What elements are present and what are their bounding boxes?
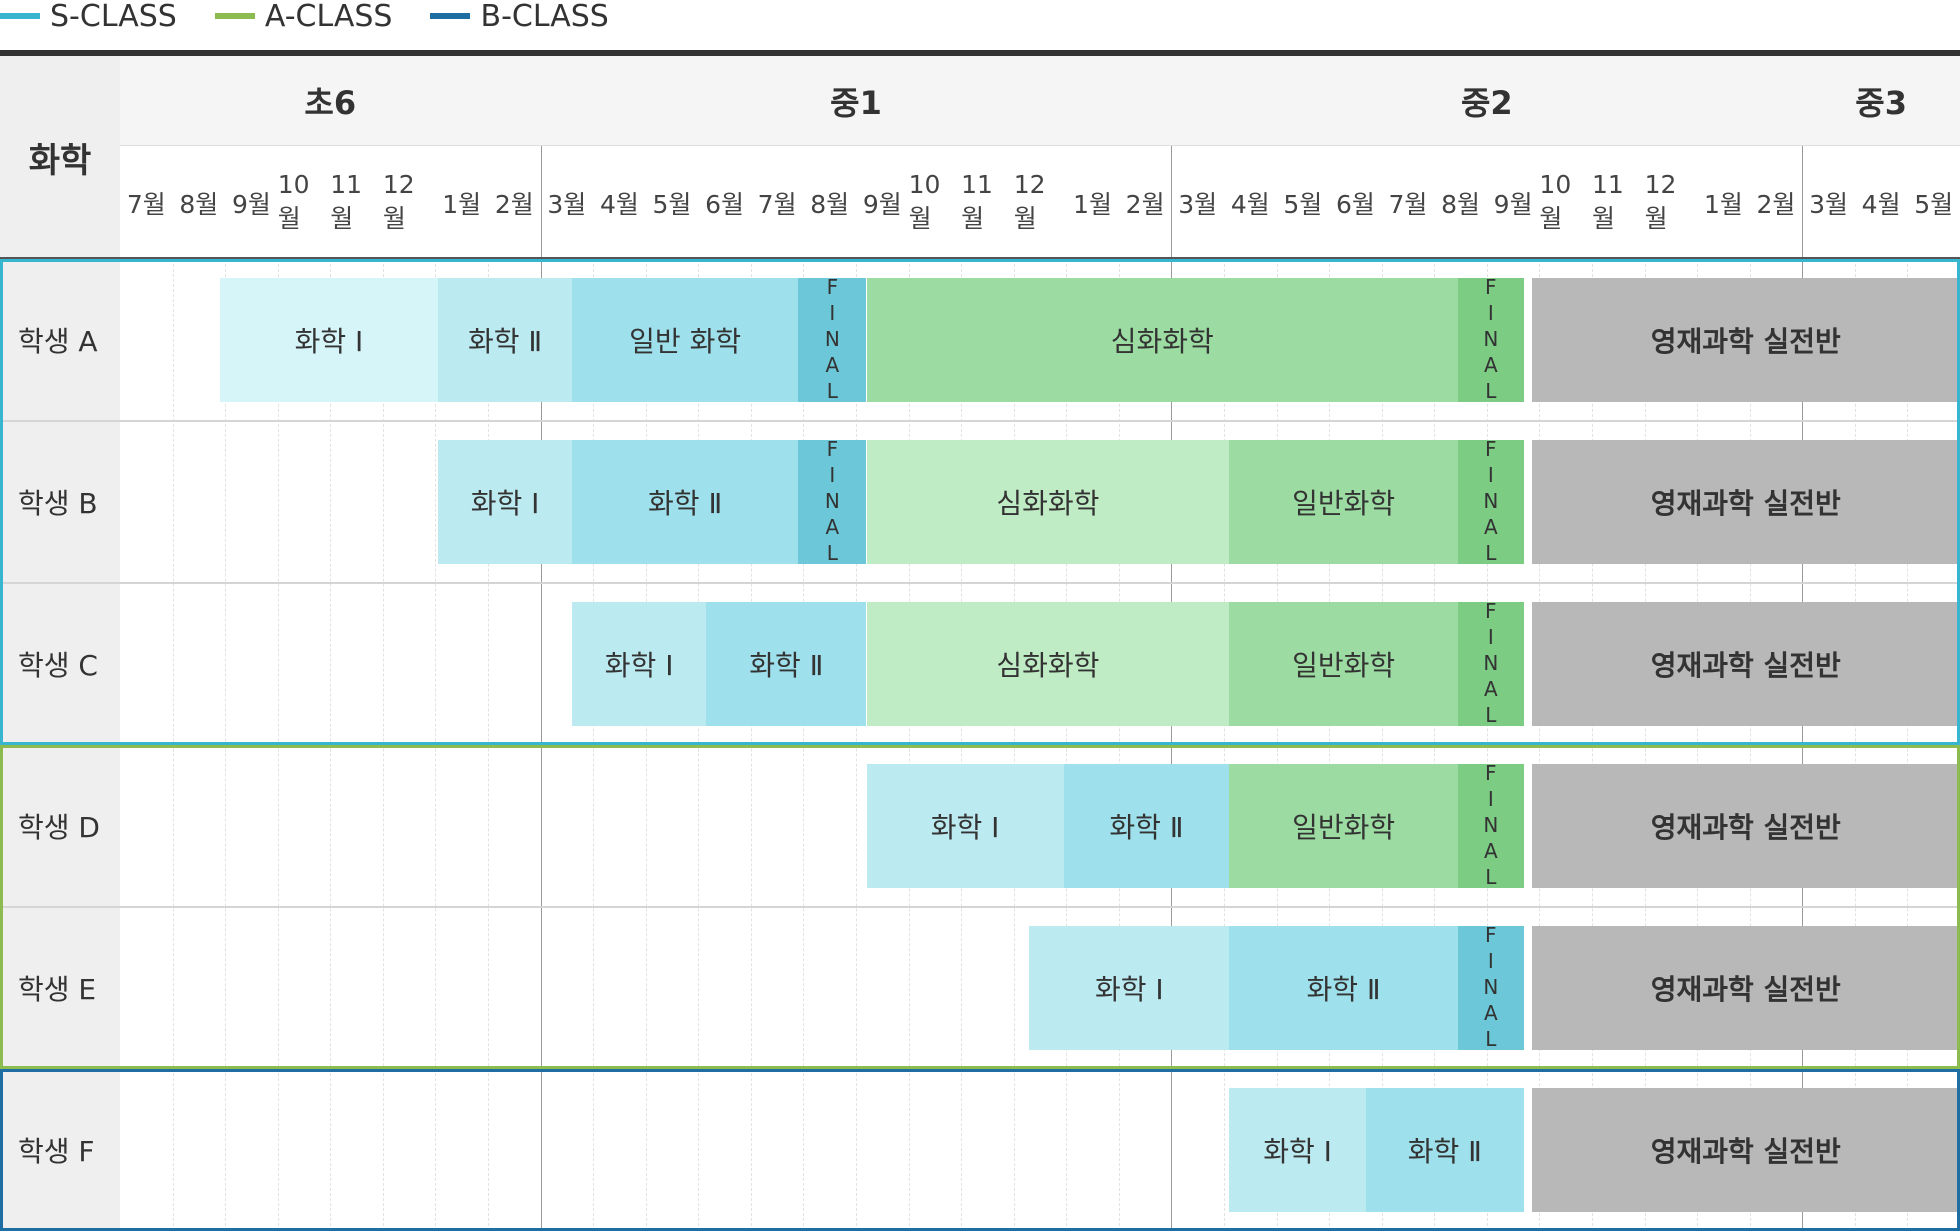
grade-header: 초6 xyxy=(120,56,541,146)
course-bar: 화학 Ⅰ xyxy=(1229,1088,1366,1212)
student-label: 학생 C xyxy=(0,583,120,745)
course-bar: 심화화학 xyxy=(866,602,1230,726)
student-label: 학생 E xyxy=(0,907,120,1069)
month-label: 1월 xyxy=(1073,189,1113,219)
month-label: 6월 xyxy=(705,189,745,219)
legend-label: S-CLASS xyxy=(50,0,177,34)
month-label: 1월 xyxy=(1703,189,1743,219)
month-label: 7월 xyxy=(126,189,166,219)
month-label: 3월 xyxy=(1178,189,1218,219)
month-label: 11월 xyxy=(961,170,993,233)
legend-item: S-CLASS xyxy=(0,0,177,34)
student-label: 학생 B xyxy=(0,421,120,583)
course-bar: 영재과학 실전반 xyxy=(1531,440,1960,564)
month-label: 10월 xyxy=(1539,170,1572,233)
month-label: 9월 xyxy=(1493,189,1533,219)
grade-divider xyxy=(540,146,542,1231)
month-label: 12월 xyxy=(1644,170,1677,233)
legend-item: B-CLASS xyxy=(430,0,609,34)
final-bar: FINAL xyxy=(798,440,867,564)
legend-label: A-CLASS xyxy=(264,0,393,34)
final-bar: FINAL xyxy=(1457,278,1524,402)
month-label: 9월 xyxy=(231,189,271,219)
month-label: 5월 xyxy=(652,189,692,219)
legend-label: B-CLASS xyxy=(480,0,609,34)
month-label: 6월 xyxy=(1335,189,1375,219)
course-bar: 일반화학 xyxy=(1229,602,1458,726)
course-bar: 화학 Ⅱ xyxy=(572,440,799,564)
row-separator xyxy=(0,744,1960,746)
student-label: 학생 F xyxy=(0,1069,120,1231)
curriculum-timeline: 화학 초6 중1 중2 중3 7월 8월 9월 10월 11월 12월 1월 2월 3월 4월 5월 6월 7월… xyxy=(0,50,1960,1231)
final-bar: FINAL xyxy=(1457,440,1524,564)
month-label: 5월 xyxy=(1914,189,1954,219)
month-label: 10월 xyxy=(277,170,310,233)
month-label: 10월 xyxy=(908,170,941,233)
month-label: 8월 xyxy=(810,189,850,219)
month-label: 12월 xyxy=(382,170,415,233)
top-rule xyxy=(0,50,1960,56)
course-bar: 화학 Ⅰ xyxy=(219,278,439,402)
student-label: 학생 A xyxy=(0,259,120,421)
course-bar: 화학 Ⅰ xyxy=(866,764,1064,888)
course-bar: 화학 Ⅰ xyxy=(438,440,573,564)
course-bar: 화학 Ⅰ xyxy=(1029,926,1230,1050)
row-separator xyxy=(0,906,1960,908)
month-label: 11월 xyxy=(1592,170,1624,233)
course-bar: 화학 Ⅱ xyxy=(706,602,867,726)
month-label: 8월 xyxy=(1441,189,1481,219)
final-bar: FINAL xyxy=(1457,602,1524,726)
course-bar: 화학 Ⅱ xyxy=(438,278,573,402)
header-divider xyxy=(0,257,1960,259)
month-header-background xyxy=(120,146,1960,259)
month-label: 8월 xyxy=(179,189,219,219)
month-label: 1월 xyxy=(442,189,482,219)
course-bar: 일반화학 xyxy=(1229,764,1458,888)
course-bar: 화학 Ⅱ xyxy=(1063,764,1230,888)
month-label: 2월 xyxy=(1125,189,1165,219)
course-bar: 심화화학 xyxy=(866,440,1230,564)
course-bar: 화학 Ⅱ xyxy=(1365,1088,1524,1212)
month-label: 3월 xyxy=(1809,189,1849,219)
month-label: 5월 xyxy=(1283,189,1323,219)
student-label: 학생 D xyxy=(0,745,120,907)
month-label: 2월 xyxy=(1756,189,1796,219)
row-separator xyxy=(0,582,1960,584)
course-bar: 화학 Ⅰ xyxy=(572,602,707,726)
grade-header: 중1 xyxy=(540,56,1172,146)
month-label: 9월 xyxy=(862,189,902,219)
row-separator xyxy=(0,1068,1960,1070)
month-label: 4월 xyxy=(599,189,639,219)
month-label: 4월 xyxy=(1230,189,1270,219)
course-bar: 영재과학 실전반 xyxy=(1531,602,1960,726)
course-bar: 영재과학 실전반 xyxy=(1531,1088,1960,1212)
course-bar: 심화화학 xyxy=(866,278,1458,402)
row-separator xyxy=(0,420,1960,422)
grade-header: 중2 xyxy=(1171,56,1803,146)
course-bar: 영재과학 실전반 xyxy=(1531,926,1960,1050)
final-bar: FINAL xyxy=(1457,926,1524,1050)
month-label: 7월 xyxy=(1388,189,1428,219)
course-bar: 일반 화학 xyxy=(572,278,799,402)
month-label: 3월 xyxy=(547,189,587,219)
course-bar: 화학 Ⅱ xyxy=(1229,926,1458,1050)
legend-swatch xyxy=(430,13,471,19)
month-label: 2월 xyxy=(494,189,534,219)
final-bar: FINAL xyxy=(798,278,867,402)
legend: S-CLASS A-CLASS B-CLASS xyxy=(0,0,609,34)
legend-swatch xyxy=(214,13,255,19)
legend-swatch xyxy=(0,13,40,19)
course-bar: 영재과학 실전반 xyxy=(1531,764,1960,888)
month-label: 4월 xyxy=(1861,189,1901,219)
course-bar: 영재과학 실전반 xyxy=(1531,278,1960,402)
month-label: 11월 xyxy=(330,170,363,233)
final-bar: FINAL xyxy=(1457,764,1524,888)
course-bar: 일반화학 xyxy=(1229,440,1458,564)
month-label: 12월 xyxy=(1013,170,1046,233)
month-label: 7월 xyxy=(757,189,797,219)
grade-header: 중3 xyxy=(1802,56,1960,146)
subject-corner-label: 화학 xyxy=(0,56,120,259)
legend-item: A-CLASS xyxy=(214,0,393,34)
